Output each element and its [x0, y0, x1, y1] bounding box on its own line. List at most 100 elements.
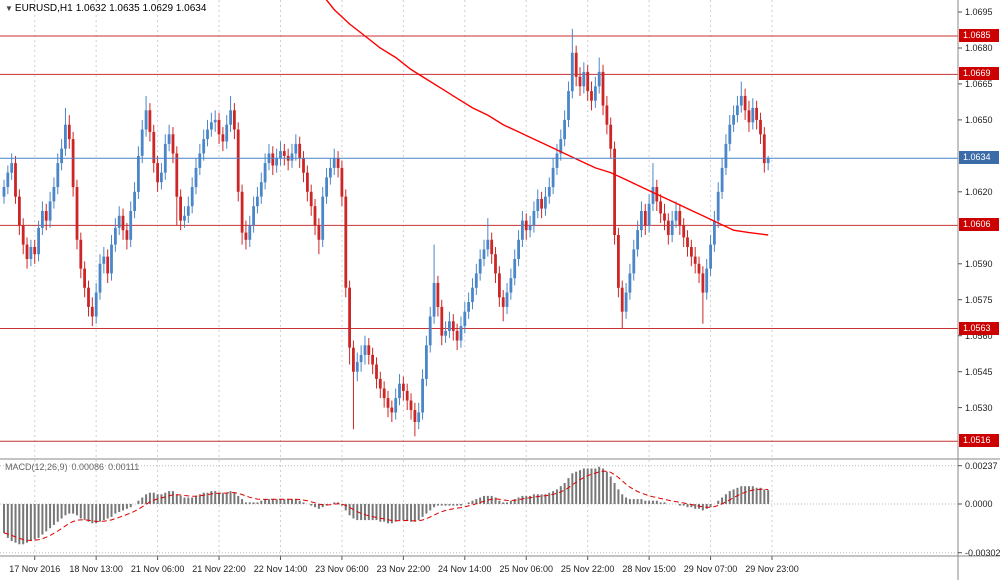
candle-body — [663, 213, 666, 221]
candle-body — [678, 211, 682, 226]
candle-body — [713, 220, 716, 245]
candle-body — [359, 354, 363, 363]
time-axis-label: 24 Nov 14:00 — [438, 564, 492, 574]
candle-body — [106, 256, 110, 274]
time-axis-label: 25 Nov 22:00 — [560, 564, 615, 574]
candle-body — [709, 244, 712, 269]
price-tick-label: 1.0560 — [965, 330, 993, 341]
candle-body — [329, 167, 332, 178]
candle-body — [705, 268, 709, 293]
candle-body — [321, 196, 325, 240]
candle-body — [252, 206, 255, 226]
candle-body — [186, 206, 190, 216]
time-axis-label: 29 Nov 23:00 — [745, 564, 799, 574]
candle-body — [332, 158, 336, 168]
candle-body — [64, 124, 67, 149]
candle-body — [236, 129, 240, 192]
candle-body — [413, 410, 417, 422]
price-axis[interactable]: 1.0695 1.0680 1.0665 1.0650 1.0620 1.0590 1.05… — [958, 0, 1000, 580]
candle-body — [402, 383, 405, 391]
candle-body — [459, 326, 463, 341]
macd-tick-label: 0.00237 — [965, 460, 998, 471]
macd-tick-label: -0.00302 — [965, 547, 1000, 558]
candle-body — [56, 163, 60, 188]
candle-body — [586, 71, 590, 92]
candle-body — [501, 297, 505, 307]
current-price-badge: 1.0634 — [959, 151, 999, 165]
candle-body — [590, 91, 593, 101]
price-tick-label: 1.0545 — [965, 366, 993, 377]
candle-body — [716, 191, 720, 221]
candle-body — [137, 155, 140, 192]
macd-indicator-label: MACD(12,26,9) 0.00086 0.00111 — [5, 462, 143, 472]
candle-body — [455, 330, 459, 341]
candle-body — [486, 239, 490, 250]
candle-body — [609, 124, 613, 149]
candle-body — [620, 287, 624, 312]
time-axis-label: 21 Nov 22:00 — [192, 564, 246, 574]
candle-body — [306, 172, 309, 192]
price-level-badge: 1.0606 — [959, 218, 999, 232]
candle-body — [436, 283, 440, 307]
candle-body — [25, 244, 29, 259]
candle-body — [547, 187, 551, 197]
candle-body — [463, 311, 467, 327]
candle-body — [747, 110, 751, 123]
candle-body — [474, 273, 478, 288]
candle-body — [382, 388, 386, 399]
candle-body — [79, 239, 83, 269]
candle-body — [440, 306, 444, 336]
time-axis-label: 18 Nov 13:00 — [69, 564, 123, 574]
candle-body — [87, 287, 90, 307]
candle-body — [686, 237, 689, 247]
candle-body — [555, 153, 559, 168]
candle-body — [271, 153, 275, 166]
moving-average-line — [325, 0, 769, 236]
time-axis-label: 17 Nov 2016 — [9, 564, 61, 574]
candle-body — [2, 187, 6, 197]
candle-body — [759, 119, 762, 135]
candle-body — [509, 278, 513, 293]
candle-body — [83, 268, 86, 288]
candle-body — [152, 131, 156, 164]
candle-body — [313, 206, 317, 226]
candle-body — [144, 110, 148, 130]
price-level-badge: 1.0669 — [959, 67, 999, 81]
candle-body — [628, 273, 632, 293]
candle-body — [167, 134, 171, 144]
candle-body — [98, 263, 102, 293]
candle-body — [551, 167, 555, 188]
candle-body — [643, 211, 647, 226]
candle-body — [567, 91, 570, 120]
candle-body — [505, 292, 509, 307]
candle-body — [275, 158, 278, 166]
candle-body — [674, 211, 678, 221]
candle-body — [601, 71, 605, 106]
candle-body — [129, 211, 133, 240]
candle-body — [110, 244, 113, 274]
candle-body — [570, 52, 574, 92]
candle-body — [755, 107, 758, 120]
candle-body — [190, 187, 194, 207]
candle-body — [428, 316, 432, 346]
candle-body — [121, 215, 125, 231]
candle-body — [309, 191, 313, 207]
ohlc-values: 1.0632 1.0635 1.0629 1.0634 — [75, 3, 207, 14]
candle-body — [117, 215, 121, 228]
candle-body — [578, 76, 582, 87]
macd-name: MACD(12,26,9) — [5, 462, 68, 472]
price-tick-label: 1.0590 — [965, 258, 993, 269]
candle-body — [210, 122, 213, 130]
candle-body — [494, 254, 497, 274]
candle-body — [41, 211, 44, 228]
time-axis[interactable]: 17 Nov 2016 18 Nov 13:00 21 Nov 06:00 21 No… — [0, 556, 958, 580]
candle-body — [102, 256, 106, 264]
candle-body — [432, 283, 436, 317]
time-axis-label: 25 Nov 06:00 — [499, 564, 554, 574]
candle-body — [594, 86, 597, 101]
price-tick-label: 1.0650 — [965, 114, 993, 125]
candle-body — [425, 345, 428, 379]
candle-body — [348, 287, 351, 348]
price-tick-label: 1.0620 — [965, 186, 993, 197]
